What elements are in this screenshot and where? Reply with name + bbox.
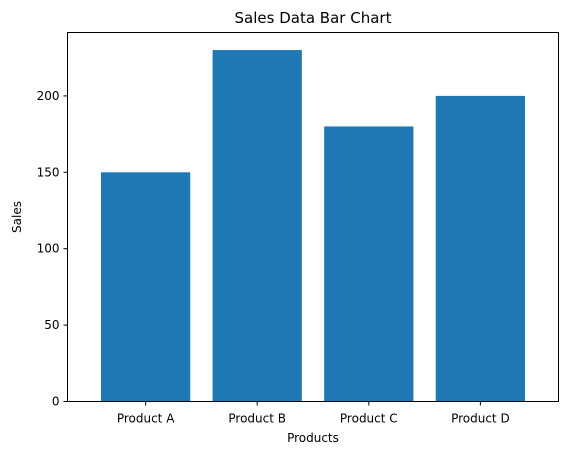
x-tick-label: Product A (117, 412, 175, 426)
bar-product-a (100, 172, 191, 402)
x-axis: Product A Product B Product C Product D (117, 401, 510, 426)
chart-title: Sales Data Bar Chart (235, 9, 392, 27)
x-tick-label: Product C (340, 412, 398, 426)
y-tick-label: 100 (37, 242, 60, 256)
bar-product-b (212, 50, 302, 402)
y-axis-label: Sales (10, 201, 24, 233)
x-tick-label: Product B (228, 412, 286, 426)
bar-product-d (435, 95, 526, 402)
y-axis: 0 50 100 150 200 (37, 89, 68, 409)
y-tick-label: 50 (44, 318, 59, 332)
x-axis-label: Products (287, 431, 339, 445)
x-tick-label: Product D (451, 412, 510, 426)
bar-product-c (324, 126, 414, 402)
plot-frame (67, 32, 559, 402)
y-tick-label: 200 (37, 89, 60, 103)
y-tick-label: 0 (52, 395, 60, 409)
y-tick-label: 150 (37, 165, 60, 179)
bars-group (100, 50, 526, 402)
